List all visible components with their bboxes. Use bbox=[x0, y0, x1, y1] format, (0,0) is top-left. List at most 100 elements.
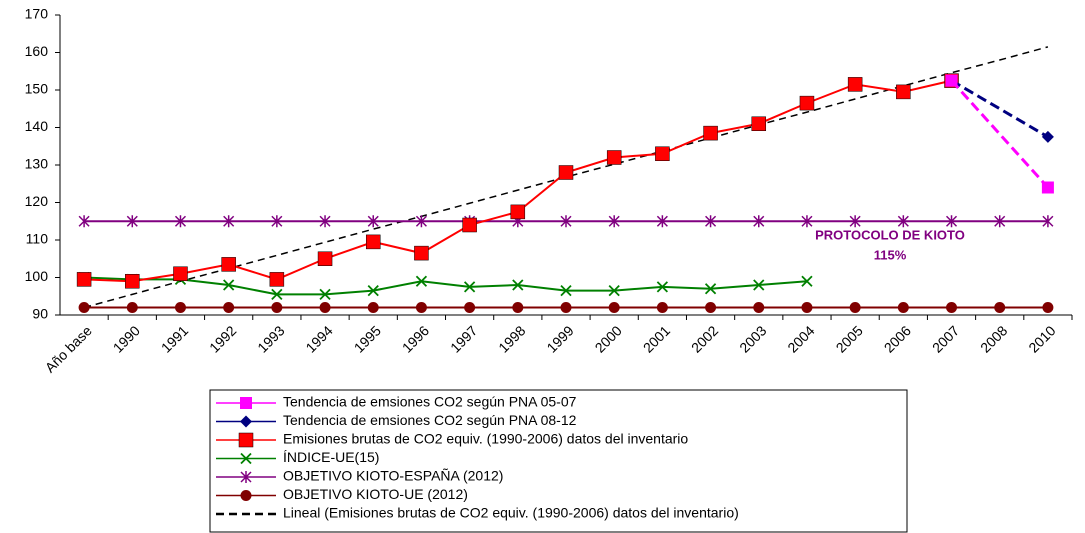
marker bbox=[849, 302, 861, 313]
y-tick-label: 90 bbox=[32, 306, 48, 322]
marker bbox=[510, 204, 526, 220]
marker bbox=[126, 302, 138, 313]
marker bbox=[656, 281, 669, 293]
marker bbox=[238, 432, 254, 448]
marker bbox=[464, 302, 476, 313]
x-tick-label: 2000 bbox=[592, 322, 625, 355]
marker bbox=[994, 302, 1006, 313]
annotation: 115% bbox=[874, 247, 907, 262]
marker bbox=[753, 215, 765, 228]
x-tick-label: 1991 bbox=[158, 322, 191, 355]
marker bbox=[126, 215, 138, 228]
marker bbox=[173, 266, 188, 281]
legend-label: Tendencia de emsiones CO2 según PNA 05-0… bbox=[283, 394, 577, 410]
legend-label: ÍNDICE-UE(15) bbox=[283, 449, 379, 465]
marker bbox=[240, 415, 252, 428]
legend-label: OBJETIVO KIOTO-ESPAÑA (2012) bbox=[283, 468, 503, 484]
x-tick-label: 2007 bbox=[929, 322, 962, 355]
marker bbox=[367, 302, 379, 313]
y-tick-label: 150 bbox=[25, 81, 49, 97]
legend-label: Emisiones brutas de CO2 equiv. (1990-200… bbox=[283, 431, 688, 447]
marker bbox=[656, 302, 668, 313]
marker bbox=[1042, 215, 1054, 228]
x-tick-label: 2003 bbox=[736, 322, 769, 355]
marker bbox=[608, 302, 620, 313]
legend-label: Lineal (Emisiones brutas de CO2 equiv. (… bbox=[283, 505, 739, 521]
marker bbox=[414, 245, 429, 261]
marker bbox=[1041, 181, 1054, 194]
series-line bbox=[84, 79, 952, 283]
marker bbox=[319, 288, 331, 301]
marker bbox=[849, 215, 861, 228]
x-tick-label: 1994 bbox=[302, 322, 335, 355]
marker bbox=[415, 215, 427, 228]
marker bbox=[994, 215, 1006, 228]
legend-label: OBJETIVO KIOTO-UE (2012) bbox=[283, 486, 468, 502]
x-tick-label: 1993 bbox=[254, 322, 287, 355]
x-tick-label: 1990 bbox=[110, 322, 143, 355]
marker bbox=[704, 283, 717, 295]
marker bbox=[897, 215, 909, 228]
marker bbox=[705, 215, 717, 228]
marker bbox=[240, 452, 252, 465]
marker bbox=[240, 471, 252, 483]
annotation: PROTOCOLO DE KIOTO bbox=[815, 227, 965, 242]
series-line bbox=[950, 79, 1050, 189]
x-tick-label: 2006 bbox=[881, 322, 914, 355]
marker bbox=[78, 215, 90, 228]
marker bbox=[240, 490, 252, 501]
x-tick-label: 2004 bbox=[784, 322, 817, 355]
marker bbox=[174, 215, 187, 228]
marker bbox=[799, 95, 815, 111]
marker bbox=[125, 274, 140, 289]
marker bbox=[319, 302, 331, 313]
marker bbox=[753, 302, 765, 313]
marker bbox=[415, 275, 428, 287]
marker bbox=[269, 272, 285, 287]
x-tick-label: 1998 bbox=[495, 322, 528, 355]
marker bbox=[656, 215, 668, 228]
marker bbox=[946, 302, 958, 313]
series-line bbox=[950, 79, 1049, 139]
marker bbox=[896, 84, 911, 100]
marker bbox=[945, 215, 958, 228]
x-tick-label: 2001 bbox=[640, 322, 673, 355]
marker bbox=[751, 116, 767, 131]
x-tick-label: 2005 bbox=[833, 322, 866, 355]
marker bbox=[174, 302, 186, 313]
marker bbox=[462, 217, 477, 233]
marker bbox=[558, 165, 574, 180]
marker bbox=[560, 215, 572, 228]
marker bbox=[703, 125, 718, 141]
y-tick-label: 100 bbox=[25, 268, 49, 284]
marker bbox=[415, 302, 427, 313]
x-tick-label: 1995 bbox=[351, 322, 384, 355]
y-tick-label: 170 bbox=[25, 6, 49, 22]
marker bbox=[655, 146, 670, 161]
x-tick-label: 1999 bbox=[543, 322, 576, 355]
marker bbox=[897, 302, 909, 313]
marker bbox=[76, 272, 92, 287]
marker bbox=[221, 257, 236, 272]
y-tick-label: 140 bbox=[25, 118, 49, 134]
marker bbox=[801, 302, 813, 313]
marker bbox=[753, 279, 765, 291]
marker bbox=[801, 215, 813, 228]
marker bbox=[271, 215, 283, 228]
marker bbox=[365, 234, 381, 250]
y-tick-label: 120 bbox=[25, 193, 49, 209]
marker bbox=[317, 251, 333, 266]
x-tick-label: 2002 bbox=[688, 322, 721, 355]
x-tick-label: 2010 bbox=[1025, 322, 1058, 355]
marker bbox=[606, 150, 622, 165]
marker bbox=[847, 77, 863, 92]
marker bbox=[1041, 130, 1054, 143]
marker bbox=[319, 215, 331, 228]
marker bbox=[705, 302, 717, 313]
marker bbox=[463, 281, 476, 293]
marker bbox=[367, 284, 379, 297]
y-tick-label: 130 bbox=[25, 156, 49, 172]
x-tick-label: 1996 bbox=[399, 322, 432, 355]
series-line bbox=[84, 276, 808, 296]
